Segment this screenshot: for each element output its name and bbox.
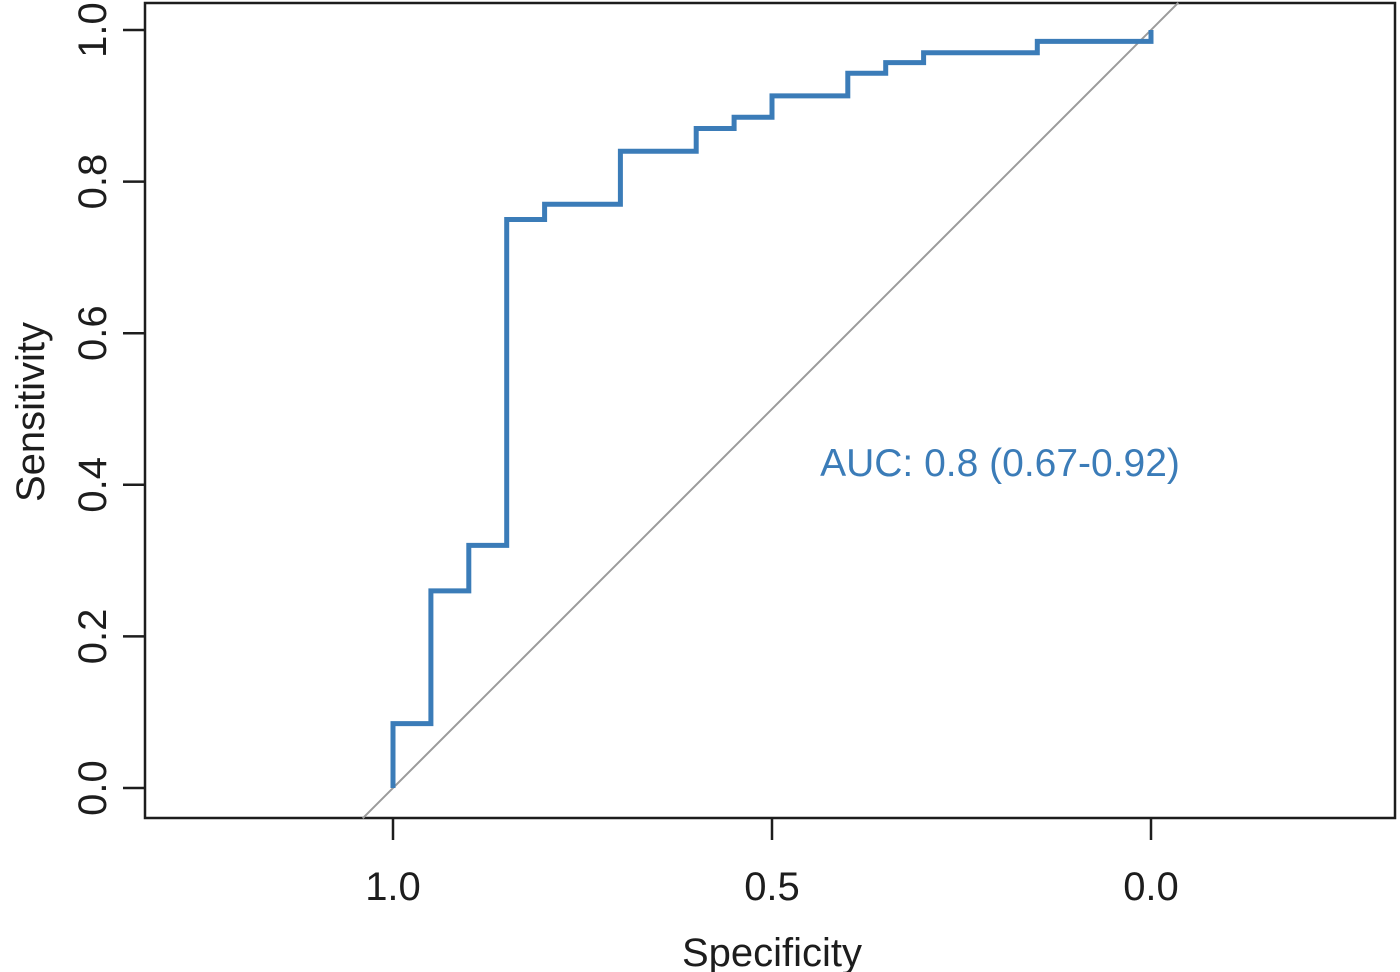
y-axis-title: Sensitivity	[9, 322, 53, 502]
x-tick-label: 0.0	[1123, 865, 1179, 909]
auc-annotation: AUC: 0.8 (0.67-0.92)	[820, 442, 1180, 485]
plot-box	[143, 1, 1397, 820]
x-axis-title: Specificity	[682, 931, 862, 972]
chance-diagonal-line	[361, 1, 1180, 820]
x-tick-label: 1.0	[365, 865, 421, 909]
x-tick-label: 0.5	[744, 865, 800, 909]
y-tick-label: 0.2	[71, 609, 115, 665]
y-tick-label: 0.0	[71, 760, 115, 816]
y-tick-label: 0.4	[71, 457, 115, 513]
roc-curve-line	[390, 30, 1154, 788]
y-tick-label: 0.6	[71, 305, 115, 361]
y-tick-label: 1.0	[71, 2, 115, 58]
y-tick-label: 0.8	[71, 154, 115, 210]
